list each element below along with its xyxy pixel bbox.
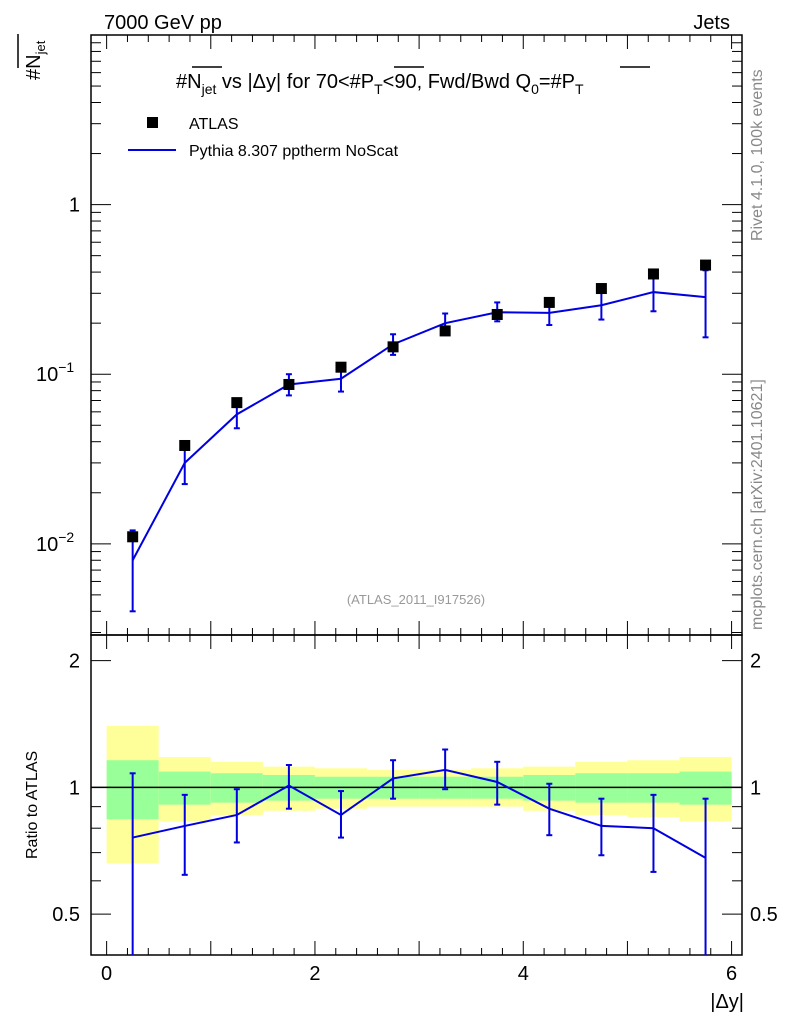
ratio-y-tick-label-left: 0.5 [52,904,80,926]
x-tick-label: 2 [309,963,320,985]
data-point [127,531,139,543]
ratio-y-tick-label-right: 2 [750,651,761,673]
analysis-watermark: (ATLAS_2011_I917526) [347,592,485,607]
legend-data-label: ATLAS [189,116,239,133]
data-point [283,378,295,390]
data-point [179,439,191,451]
header-right: Jets [693,12,730,34]
svg-text:#Njet: #Njet [23,40,48,80]
legend-mc-label: Pythia 8.307 pptherm NoScat [189,143,399,160]
x-tick-label: 6 [726,963,737,985]
legend-data-marker [147,117,158,128]
mc-line [131,291,706,561]
ratio-bands [106,725,732,864]
data-point [700,259,712,271]
rivet-label: Rivet 4.1.0, 100k events [749,69,766,241]
x-axis-label: |Δy| [710,991,744,1013]
x-tick-label: 4 [518,963,529,985]
ratio-panel-series [129,748,709,955]
svg-text:#Njet vs |Δy| for 70<#PT<90, F: #Njet vs |Δy| for 70<#PT<90, Fwd/Bwd Q0=… [176,71,584,97]
ratio-mc-line [132,768,707,859]
plot-title: #Njet vs |Δy| for 70<#PT<90, Fwd/Bwd Q0=… [176,66,650,97]
data-point [231,397,243,409]
data-point [491,308,503,320]
ylabel-prefix: # [23,68,45,80]
top-y-tick-label: 10−1 [36,359,74,386]
header-left: 7000 GeV pp [104,12,222,34]
top-panel-series [127,259,712,613]
ratio-y-tick-label-right: 1 [750,777,761,799]
legend: ATLAS Pythia 8.307 pptherm NoScat [128,116,399,160]
top-y-tick-label: 1 [69,195,80,217]
ratio-y-tick-label-left: 1 [69,777,80,799]
ratio-frame [90,634,743,956]
x-tick-label: 0 [101,963,112,985]
ylabel-sub: jet [33,40,48,55]
ratio-y-tick-label-right: 0.5 [750,904,778,926]
ratio-panel-axes: 0.5 0.5 1 1 2 2 0 2 4 6 [52,634,778,985]
data-point [595,283,607,295]
ratio-y-axis-label: Ratio to ATLAS [24,751,41,859]
mcplots-label: mcplots.cern.ch [arXiv:2401.10621] [749,379,766,630]
ratio-y-tick-label-left: 2 [69,651,80,673]
data-point [543,296,555,308]
data-point [439,325,451,337]
top-y-axis-label: #Njet [17,34,48,80]
data-point [387,341,399,353]
data-point [335,361,347,373]
ylabel-main: N [23,54,45,68]
data-point [647,268,659,280]
top-y-tick-label: 10−2 [36,529,74,556]
